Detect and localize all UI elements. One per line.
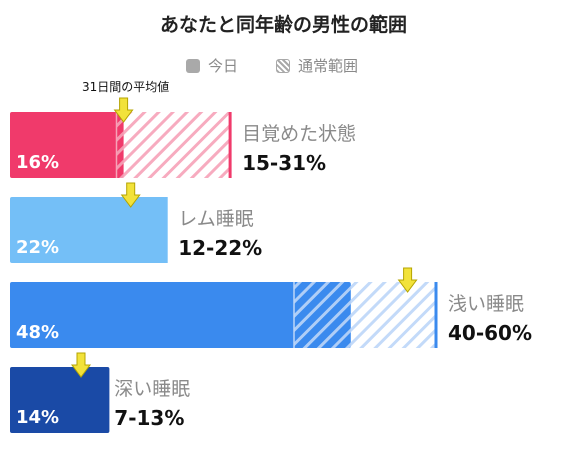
bar-today-awake <box>10 112 124 178</box>
legend-swatch-normal-range <box>276 58 291 73</box>
value-label-rem: 22% <box>16 237 59 258</box>
chart-title: あなたと同年齢の男性の範囲 <box>159 14 407 36</box>
average-arrow-deep <box>71 352 91 378</box>
value-label-light: 48% <box>16 322 59 343</box>
range-label-awake: 15-31% <box>242 151 326 175</box>
series-name-rem: レム睡眠 <box>178 208 254 230</box>
bar-normal-range-awake <box>116 112 231 178</box>
average-arrow-light <box>397 267 418 293</box>
average-arrow-rem <box>120 182 141 208</box>
bar-today-light <box>10 282 351 348</box>
bar-normal-range-light <box>294 282 436 348</box>
range-label-light: 40-60% <box>448 321 532 345</box>
series-name-awake: 目覚めた状態 <box>242 123 356 145</box>
range-label-deep: 7-13% <box>114 406 184 430</box>
bar-normal-range-deep <box>59 367 103 433</box>
average-arrow-awake <box>113 97 134 123</box>
value-label-awake: 16% <box>16 152 59 173</box>
legend-label-today: 今日 <box>208 57 239 75</box>
average-marker-label: 31日間の平均値 <box>82 80 170 94</box>
bar-normal-range-rem <box>95 197 167 263</box>
series-name-light: 浅い睡眠 <box>448 293 524 315</box>
value-label-deep: 14% <box>16 407 59 428</box>
range-label-rem: 12-22% <box>178 236 262 260</box>
legend-swatch-today <box>186 58 200 73</box>
chart-legend: 今日 通常範囲 <box>186 55 358 76</box>
series-name-deep: 深い睡眠 <box>114 378 190 400</box>
legend-label-normal-range: 通常範囲 <box>298 57 359 75</box>
